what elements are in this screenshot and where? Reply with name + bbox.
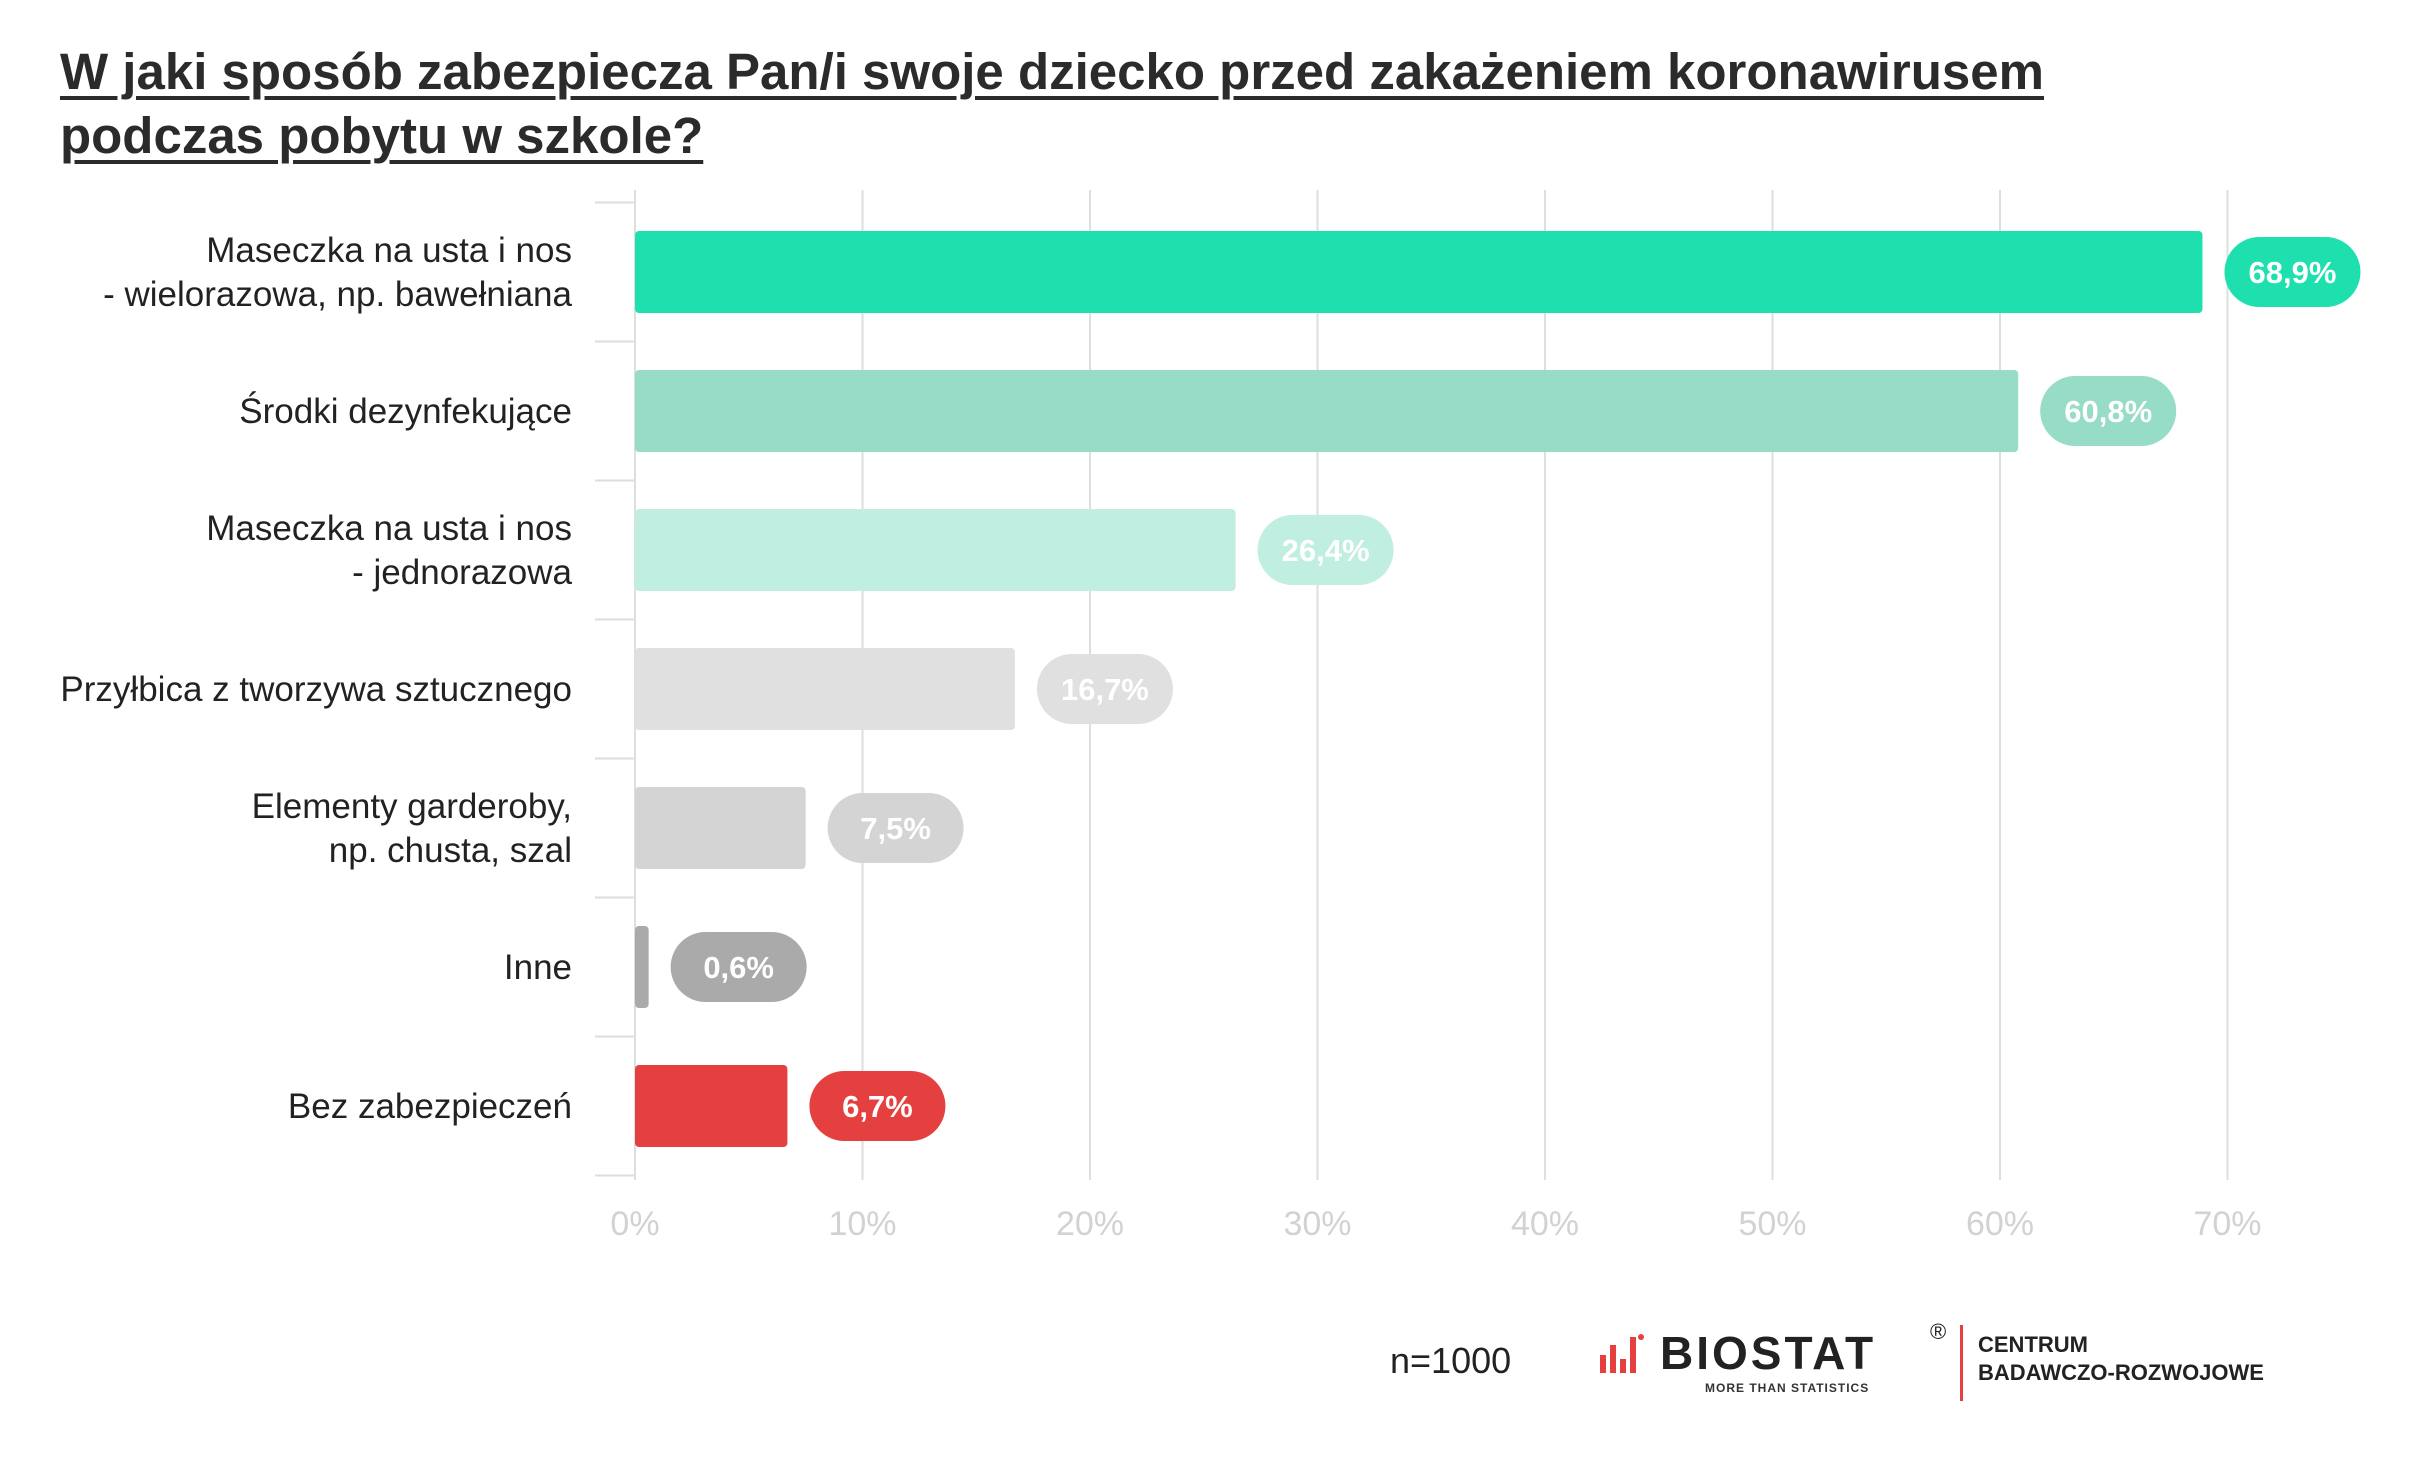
value-label: 7,5% (860, 811, 931, 846)
category-label: Środki dezynfekujące (239, 391, 572, 431)
x-tick-label: 60% (1966, 1205, 2034, 1243)
value-label: 0,6% (703, 950, 774, 985)
bar (635, 787, 806, 869)
x-tick-label: 10% (828, 1205, 896, 1243)
bar (635, 926, 649, 1008)
chart-title: W jaki sposób zabezpiecza Pan/i swoje dz… (60, 40, 2160, 168)
value-label: 60,8% (2064, 394, 2152, 429)
bar (635, 648, 1015, 730)
category-label: Elementy garderoby, np. chusta, szal (252, 787, 572, 870)
value-badge (827, 793, 964, 863)
category-label: Inne (504, 948, 572, 987)
logo-bars-icon (1600, 1334, 1644, 1373)
bar (635, 231, 2203, 313)
bar (635, 1065, 788, 1147)
logo-wordmark: BIOSTAT (1660, 1327, 1877, 1379)
chart-title-line-1: W jaki sposób zabezpiecza Pan/i swoje dz… (60, 43, 2044, 100)
bar (635, 509, 1236, 591)
x-tick-label: 20% (1056, 1205, 1124, 1243)
value-badge (1036, 654, 1173, 724)
value-badge (809, 1071, 946, 1141)
value-badge (1257, 515, 1394, 585)
chart-title-line-2: podczas pobytu w szkole? (60, 107, 704, 164)
x-tick-label: 30% (1283, 1205, 1351, 1243)
logo-center-line-2: BADAWCZO-ROZWOJOWE (1978, 1360, 2264, 1385)
x-tick-label: 0% (610, 1205, 659, 1243)
bar (635, 370, 2019, 452)
logo-tagline: MORE THAN STATISTICS (1705, 1381, 1870, 1395)
x-tick-label: 50% (1738, 1205, 1806, 1243)
logo-separator (1960, 1325, 1963, 1401)
value-label: 6,7% (842, 1089, 913, 1124)
x-tick-label: 70% (2193, 1205, 2261, 1243)
sample-size-label: n=1000 (1390, 1340, 1512, 1381)
value-label: 68,9% (2249, 255, 2337, 290)
value-badge (2224, 237, 2361, 307)
value-label: 16,7% (1061, 672, 1149, 707)
value-badge (670, 932, 807, 1002)
logo-center-name: CENTRUM BADAWCZO-ROZWOJOWE (1978, 1331, 2264, 1387)
category-label: Bez zabezpieczeń (288, 1087, 572, 1126)
value-label: 26,4% (1282, 533, 1370, 568)
value-badge (2040, 376, 2177, 446)
category-label: Przyłbica z tworzywa sztucznego (60, 670, 572, 709)
category-label: Maseczka na usta i nos - jednorazowa (206, 509, 572, 592)
logo-registered-mark: ® (1930, 1319, 1947, 1344)
x-tick-label: 40% (1511, 1205, 1579, 1243)
category-label: Maseczka na usta i nos - wielorazowa, np.… (103, 231, 572, 314)
logo-center-line-1: CENTRUM (1978, 1332, 2088, 1357)
bar-chart: 0% 10% 20% 30% 40% 50% 60% 70% Maseczka na usta … (60, 190, 2361, 1243)
